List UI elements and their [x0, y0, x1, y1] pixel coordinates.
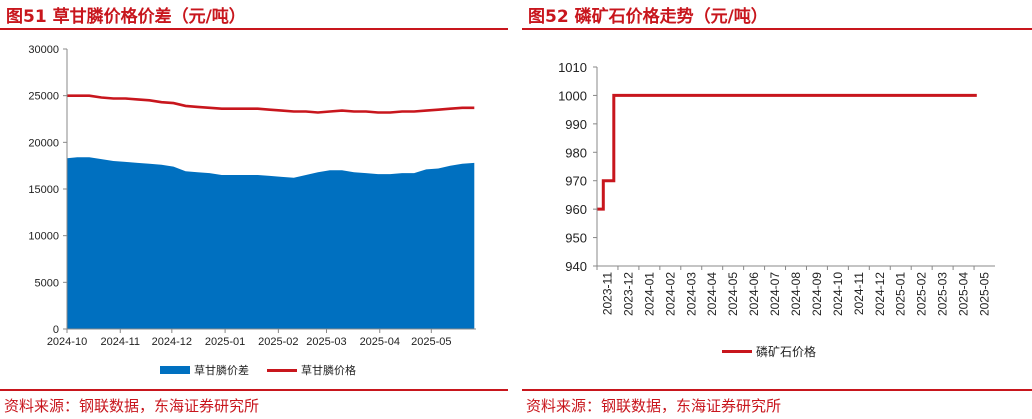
y-tick-label: 0 — [53, 324, 59, 336]
x-tick-label: 2024-03 — [684, 272, 698, 316]
series-line-phosphate — [597, 93, 977, 211]
x-tick-label: 2024-12 — [152, 336, 192, 348]
x-tick-label: 2025-02 — [915, 272, 929, 316]
legend-label-price: 草甘膦价格 — [301, 364, 356, 377]
x-tick-label: 2024-11 — [852, 272, 866, 315]
y-tick-label: 980 — [565, 145, 587, 160]
y-tick-label: 30000 — [28, 44, 59, 56]
right-bottom-rule — [522, 389, 1032, 391]
left-top-rule — [0, 28, 508, 30]
glyphosate-price-spread-chart: 0 5000 10000 15000 20000 25000 30000 2024-10 202… — [28, 44, 476, 348]
x-tick-label: 2024-05 — [726, 272, 740, 316]
left-bottom-rule — [0, 389, 508, 391]
y-tick-label: 25000 — [28, 91, 59, 103]
x-tick-label: 2025-03 — [936, 272, 950, 316]
right-source-note: 资料来源：钢联数据，东海证券研究所 — [526, 397, 782, 415]
y-tick-label: 5000 — [35, 277, 59, 289]
legend-label-spread: 草甘膦价差 — [194, 364, 249, 377]
right-top-rule — [522, 28, 1032, 30]
x-tick-label: 2024-10 — [831, 272, 845, 316]
y-tick-label: 950 — [565, 231, 587, 246]
legend-swatch-line — [267, 368, 297, 372]
x-tick-label: 2024-01 — [642, 272, 656, 316]
legend-item-spread: 草甘膦价差 — [160, 362, 249, 378]
x-tick-label: 2025-04 — [360, 336, 400, 348]
left-figure-panel: 图51 草甘膦价格价差（元/吨） 0 5000 10000 15000 20000 250… — [0, 0, 508, 419]
legend-swatch-area — [160, 366, 190, 374]
x-tick-label: 2025-01 — [205, 336, 245, 348]
y-tick-label: 10000 — [28, 231, 59, 243]
y-tick-label: 940 — [565, 259, 587, 274]
x-tick-label: 2024-04 — [705, 272, 719, 316]
legend-item-price: 草甘膦价格 — [267, 362, 356, 378]
right-legend: 磷矿石价格 — [722, 343, 834, 360]
x-tick-label: 2025-02 — [258, 336, 298, 348]
x-tick-label: 2024-08 — [789, 272, 803, 316]
left-source-note: 资料来源：钢联数据，东海证券研究所 — [4, 397, 260, 415]
x-tick-label: 2024-09 — [810, 272, 824, 316]
y-tick-label: 1010 — [558, 60, 587, 75]
y-tick-label: 960 — [565, 202, 587, 217]
x-tick-label: 2024-02 — [663, 272, 677, 316]
left-figure-title: 图51 草甘膦价格价差（元/吨） — [6, 7, 246, 27]
x-tick-label: 2025-05 — [978, 272, 992, 316]
x-tick-label: 2024-06 — [747, 272, 761, 316]
legend-label-phosphate: 磷矿石价格 — [756, 345, 817, 359]
right-figure-title: 图52 磷矿石价格走势（元/吨） — [528, 7, 768, 27]
right-figure-panel: 图52 磷矿石价格走势（元/吨） 940 950 960 970 980 990 1000 1… — [522, 0, 1032, 419]
x-tick-label: 2024-12 — [873, 272, 887, 316]
y-tick-label: 15000 — [28, 184, 59, 196]
x-tick-label: 2025-03 — [306, 336, 346, 348]
x-tick-label: 2025-01 — [894, 272, 908, 316]
y-tick-label: 1000 — [558, 88, 587, 103]
legend-item-phosphate: 磷矿石价格 — [722, 343, 816, 360]
legend-swatch-phosphate — [722, 350, 752, 353]
y-tick-label: 20000 — [28, 137, 59, 149]
series-line-price — [67, 94, 475, 114]
y-tick-label: 970 — [565, 174, 587, 189]
x-tick-label: 2023-11 — [600, 272, 614, 315]
left-legend: 草甘膦价差 草甘膦价格 — [160, 362, 374, 378]
x-tick-label: 2025-05 — [411, 336, 451, 348]
x-tick-label: 2025-04 — [957, 272, 971, 316]
x-tick-label: 2023-12 — [621, 272, 635, 316]
x-tick-label: 2024-11 — [100, 336, 140, 348]
x-tick-label: 2024-07 — [768, 272, 782, 316]
x-tick-label: 2024-10 — [47, 336, 87, 348]
phosphate-rock-price-chart: 940 950 960 970 980 990 1000 1010 2023-11 2023-12… — [558, 60, 995, 316]
series-area-spread — [67, 157, 475, 329]
y-tick-label: 990 — [565, 117, 587, 132]
